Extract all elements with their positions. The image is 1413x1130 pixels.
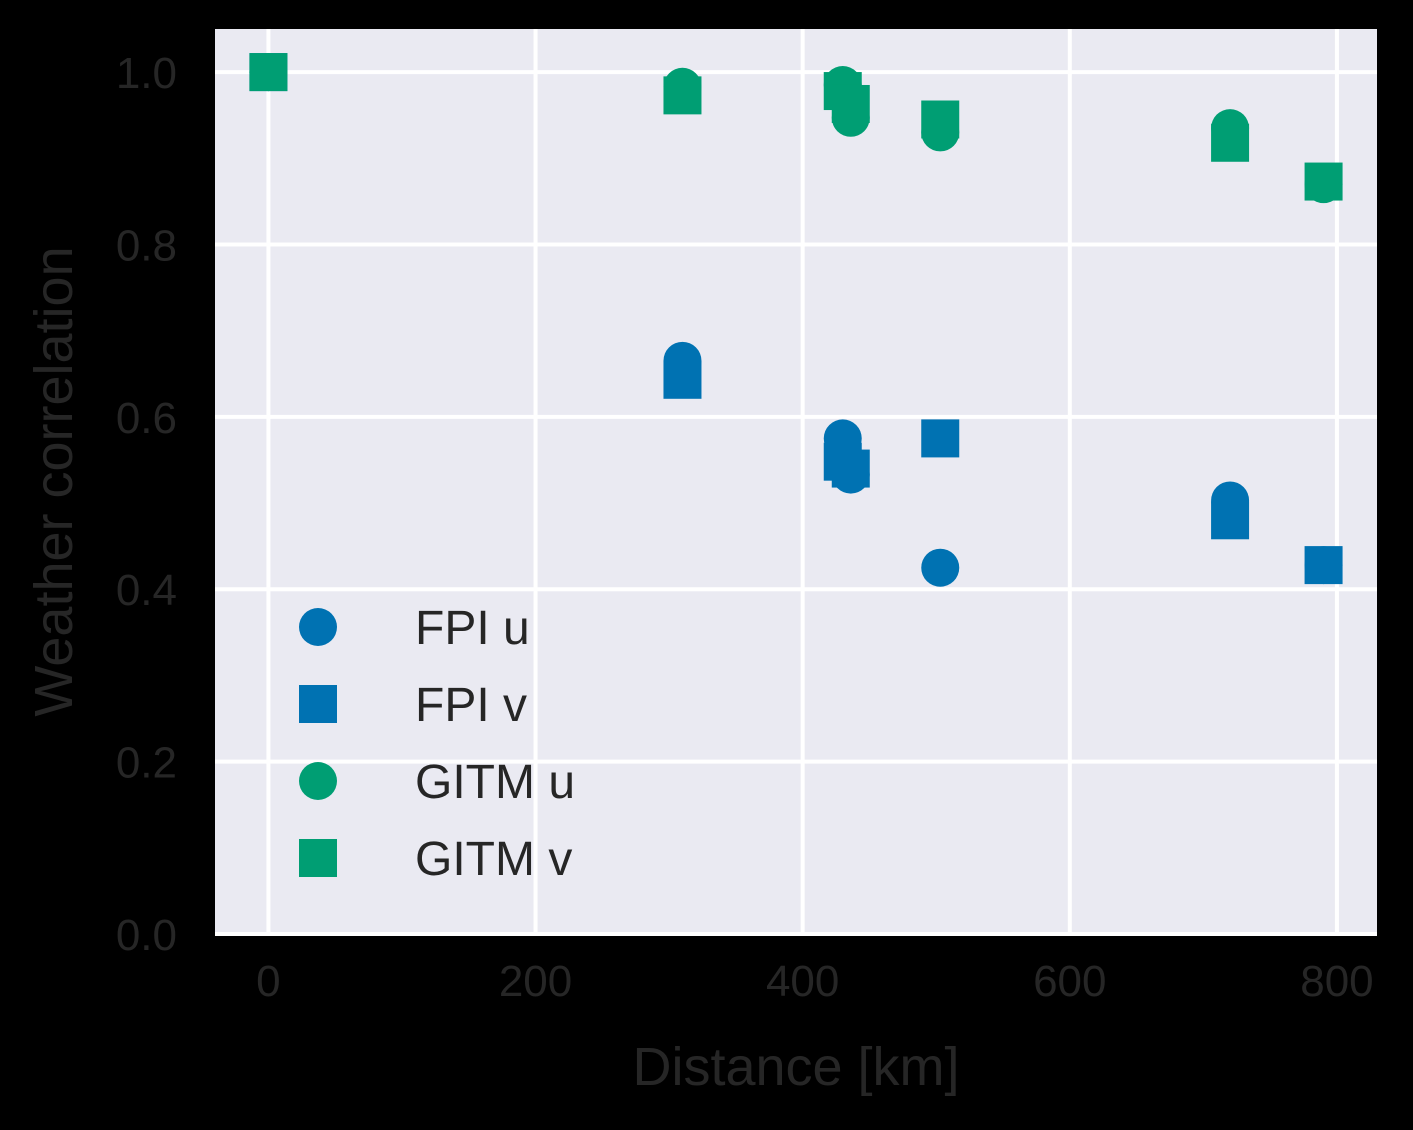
y-tick-label: 0.8 [116,221,177,270]
data-point-fpi-v [663,360,702,399]
y-tick-label: 1.0 [116,49,177,98]
y-tick-label: 0.6 [116,394,177,443]
y-axis-title: Weather correlation [24,246,84,716]
tick-labels: 0 200 400 600 800 0.0 0.2 0.4 0.6 0.8 1.0 [116,49,1374,1006]
data-point-fpi-u [921,548,960,587]
data-point-fpi-v [1211,501,1250,540]
data-point-gitm-v [1304,162,1343,201]
grid-lines [215,29,1377,936]
plot-area [215,29,1377,934]
y-tick-label: 0.2 [116,739,177,788]
legend-marker-gitm-u [299,762,337,800]
y-tick-label: 0.4 [116,566,177,615]
data-point-gitm-v [249,53,288,92]
legend-label-fpi-u: FPI u [415,602,530,655]
data-point-gitm-v [831,84,870,123]
x-tick-label: 600 [1033,957,1106,1006]
legend-marker-fpi-u [299,608,337,646]
x-tick-label: 800 [1300,957,1373,1006]
x-tick-label: 0 [256,957,280,1006]
data-points [249,53,1343,587]
data-point-fpi-v [921,419,960,458]
legend-label-fpi-v: FPI v [415,679,527,732]
data-point-gitm-v [1211,123,1250,162]
data-point-gitm-v [663,76,702,115]
legend-label-gitm-v: GITM v [415,833,572,886]
legend-marker-fpi-v [299,685,337,723]
data-point-fpi-v [1304,546,1343,585]
legend-label-gitm-u: GITM u [415,756,575,809]
legend: FPI u FPI v GITM u GITM v [299,602,575,886]
series-gitm-v [249,53,1343,201]
y-tick-label: 0.0 [116,911,177,960]
data-point-fpi-v [831,449,870,488]
legend-marker-gitm-v [299,839,337,877]
x-tick-label: 200 [499,957,572,1006]
data-point-gitm-v [921,100,960,139]
x-tick-label: 400 [766,957,839,1006]
x-axis-title: Distance [km] [632,1037,959,1097]
